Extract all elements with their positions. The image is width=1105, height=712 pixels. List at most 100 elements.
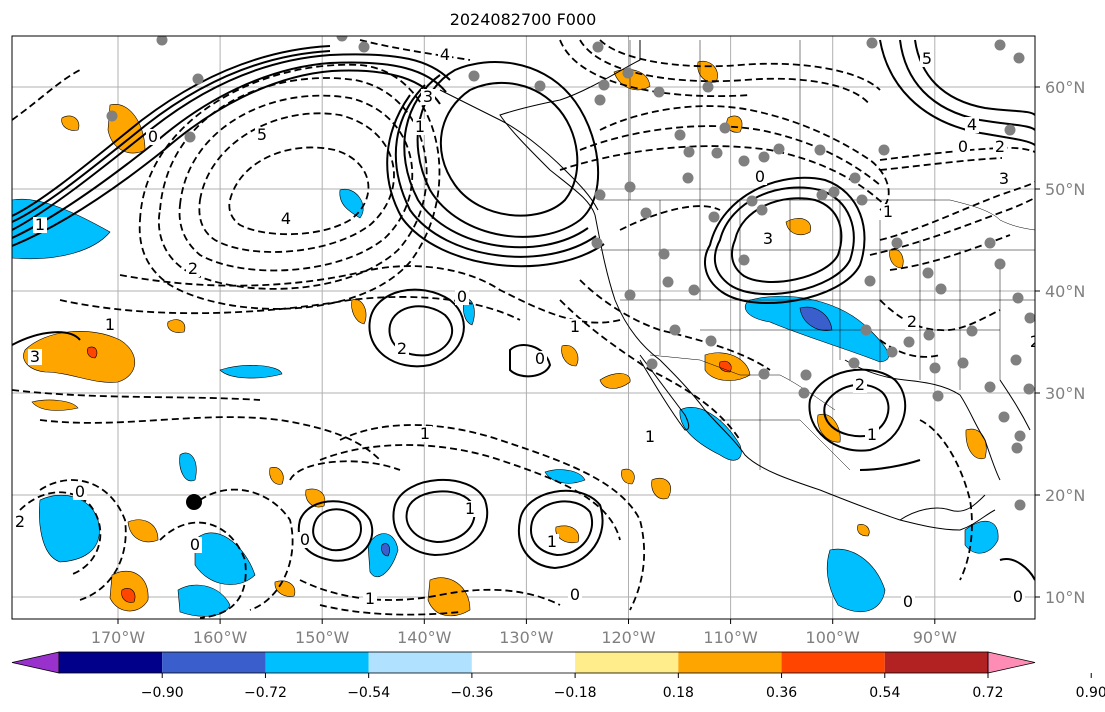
contour-label-bg	[186, 261, 200, 277]
positive-anomaly-region	[23, 331, 135, 383]
station-dot	[662, 276, 674, 288]
positive-anomaly-region	[621, 468, 635, 485]
contour-label: 1	[867, 425, 877, 444]
contour-line	[704, 176, 866, 304]
station-dot	[594, 189, 606, 201]
location-marker[interactable]	[186, 494, 202, 510]
positive-anomaly-region	[965, 428, 987, 460]
contour-line	[228, 146, 370, 236]
contour-label-bg	[395, 341, 409, 357]
contour-line	[339, 424, 646, 611]
colorbar-tick-label: 0.72	[972, 685, 1003, 701]
contour-label-bg	[568, 319, 582, 335]
solid-contours	[12, 39, 1035, 581]
station-dot	[1012, 292, 1024, 304]
station-dot	[848, 357, 860, 369]
contour-label: 0	[535, 349, 545, 368]
negative-anomaly-region	[679, 407, 742, 461]
station-dot	[106, 110, 118, 122]
contour-line	[869, 197, 1035, 256]
lon-tick-label: 160°W	[193, 628, 248, 647]
contour-label: 2	[397, 339, 407, 358]
contour-label: 1	[420, 424, 430, 443]
contour-line	[999, 558, 1035, 581]
contour-line	[319, 604, 461, 616]
contour-line	[919, 419, 973, 581]
station-dot	[864, 275, 876, 287]
contour-line	[12, 50, 331, 223]
contour-line	[299, 579, 561, 606]
positive-anomaly-region	[167, 319, 186, 333]
contour-line	[368, 288, 465, 368]
contour-label-bg	[993, 139, 1007, 155]
station-dot	[984, 381, 996, 393]
colorbar-bin	[59, 652, 163, 673]
station-dot	[932, 390, 944, 402]
contour-label: 1	[465, 499, 475, 518]
colorbar-tick-label: −0.90	[141, 685, 184, 701]
lon-tick-label: 130°W	[499, 628, 554, 647]
contour-line	[359, 39, 471, 61]
contour-line	[579, 279, 771, 371]
contour-line	[138, 63, 441, 310]
station-dot	[1024, 312, 1035, 324]
contour-label: 0	[903, 592, 913, 611]
contour-line	[439, 81, 579, 217]
contour-label-bg	[905, 314, 919, 330]
contour-line	[559, 39, 751, 98]
alaska-panhandle-coast	[439, 89, 599, 211]
station-dot	[622, 67, 634, 79]
contour-line	[157, 77, 428, 290]
contour-label-bg	[901, 594, 915, 610]
contour-line	[599, 39, 881, 91]
contour-label-bg	[753, 169, 767, 185]
contour-label: 5	[257, 125, 267, 144]
station-dot	[1013, 52, 1025, 64]
negative-anomaly-region	[367, 533, 399, 578]
station-dot	[738, 155, 750, 167]
contour-line	[879, 157, 1003, 171]
station-dot	[738, 254, 750, 266]
contour-label: 0	[958, 137, 968, 156]
contour-line	[198, 112, 395, 253]
station-dot	[1014, 430, 1026, 442]
station-dot	[156, 36, 168, 46]
contour-label: 0	[1013, 587, 1023, 606]
positive-anomaly-region	[121, 588, 136, 603]
mexico-state-line	[720, 419, 851, 471]
negative-anomaly-region	[179, 452, 197, 482]
map-background	[12, 36, 1035, 619]
yucatan-coast	[899, 494, 986, 521]
positive-anomaly-region	[651, 478, 672, 500]
contour-label: 1	[883, 202, 893, 221]
baja-peninsula	[639, 354, 690, 431]
station-dot	[891, 237, 903, 249]
positive-anomaly-region	[857, 524, 870, 537]
colorbar-bin	[781, 652, 885, 673]
station-dot	[669, 324, 681, 336]
contour-line	[386, 94, 605, 268]
station-dot	[756, 204, 768, 216]
station-dot	[1010, 354, 1022, 366]
station-dot	[878, 144, 890, 156]
positive-anomaly-region	[719, 360, 732, 373]
contour-label-bg	[865, 427, 879, 443]
negative-anomaly-region	[339, 188, 364, 219]
shaded-anomaly-fills	[12, 60, 999, 617]
contour-line	[403, 74, 589, 249]
negative-anomaly-region	[964, 521, 999, 554]
contour-label: 1	[645, 427, 655, 446]
contour-label-bg	[920, 51, 934, 67]
station-dot	[705, 335, 717, 347]
contour-line	[12, 389, 261, 401]
contour-label: 5	[922, 49, 932, 68]
contour-label: 2	[995, 137, 1005, 156]
contour-label: 2	[15, 512, 25, 531]
contour-label: 3	[423, 87, 433, 106]
station-dot	[828, 186, 840, 198]
contour-line	[509, 344, 552, 378]
station-dot	[682, 172, 694, 184]
contour-line	[12, 61, 447, 239]
contour-label: 2	[907, 312, 917, 331]
